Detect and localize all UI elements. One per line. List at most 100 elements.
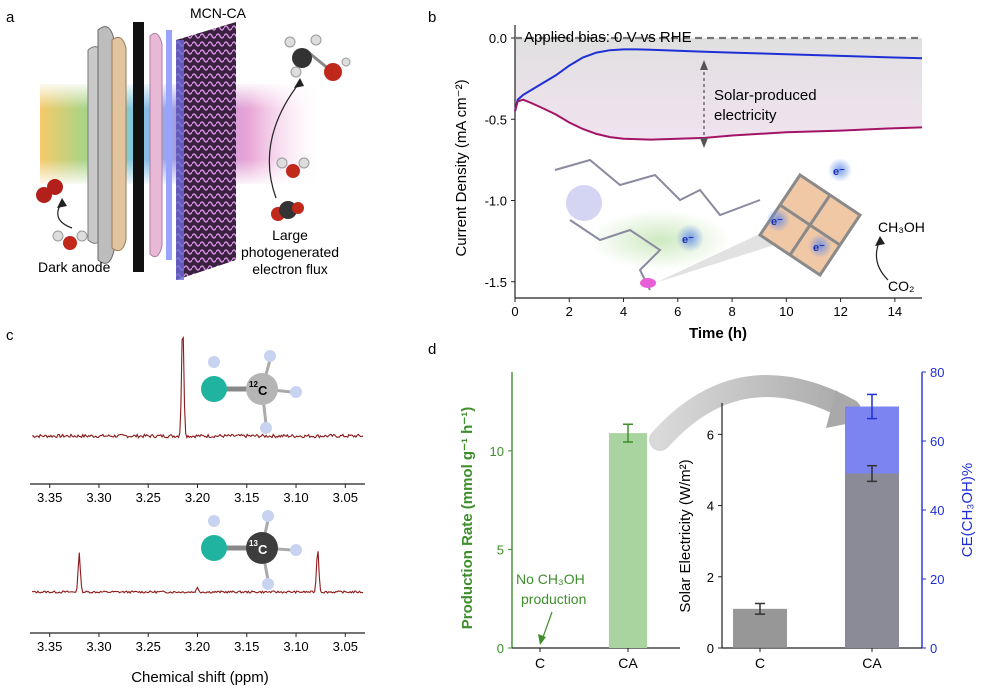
d-main-axes: 0 5 10 C CA	[490, 372, 680, 671]
c-bottom-spectrum	[31, 551, 364, 595]
b-axes: 0 2 4 6 8 10 12 14 0.0 -0.5 -1.0 -1.5	[485, 25, 922, 319]
d-main-bar	[609, 433, 647, 648]
panel-c-letter: c	[6, 327, 14, 344]
d-inset-left-tick-label: 6	[707, 427, 714, 442]
methanol-12c-model: 12 C	[201, 350, 302, 434]
b-x-tick-label: 4	[620, 304, 627, 319]
c-axes: 3.35 3.30 3.25 3.20 3.15 3.10 3.05 3.35 3.30 3.25…	[30, 483, 365, 654]
isotope-12-label: 12	[249, 380, 258, 389]
isotope-12-c-label: C	[258, 383, 268, 398]
water-molecule-left	[52, 230, 88, 250]
panel-c: c 3.35 3.30 3.25 3.20 3.15 3.10 3.053.35 3.30 3.…	[6, 327, 365, 686]
b-x-tick-label: 0	[511, 304, 518, 319]
no-production-arrow	[541, 611, 553, 641]
b-annotation-line1: Solar-produced	[714, 87, 817, 104]
b-x-tick-label: 8	[728, 304, 735, 319]
d-inset-right-tick-label: 60	[930, 434, 944, 449]
no-production-line1: No CH₃OH	[516, 571, 585, 587]
water-molecule-right	[276, 157, 310, 178]
flux-label-line3: electron flux	[252, 261, 327, 277]
electron-label-4: e⁻	[833, 166, 845, 178]
d-inset-right-tick-label: 0	[930, 641, 937, 656]
b-x-tick-label: 14	[888, 304, 902, 319]
d-inset-bars	[733, 393, 899, 648]
b-series-mcn-c	[514, 48, 923, 112]
b-y-tick-label: -1.0	[485, 194, 507, 209]
d-inset-left-tick-label: 4	[707, 499, 714, 514]
d-main-y-tick-label: 0	[497, 641, 504, 656]
c-top-x-tick-label: 3.25	[136, 490, 161, 505]
d-main-y-tick-label: 5	[497, 542, 504, 557]
isotope-13-label: 13	[249, 539, 258, 548]
d-inset-x-tick-label: CA	[862, 655, 882, 671]
c-bottom-x-tick-label: 3.20	[185, 639, 210, 654]
c-top-x-tick-label: 3.35	[37, 490, 62, 505]
no-production-line2: production	[521, 591, 586, 607]
d-inset-left-tick-label: 2	[707, 570, 714, 585]
dark-anode-label: Dark anode	[38, 259, 111, 275]
b-y-tick-label: -0.5	[485, 112, 507, 127]
b-x-tick-label: 6	[674, 304, 681, 319]
d-main-x-tick-label: C	[535, 655, 545, 671]
panel-b: b e⁻ e⁻ e⁻ e⁻ CH₃OH CO₂ 0 2 4 6 8 10 12 140.0-0	[428, 9, 925, 342]
c-top-x-tick-label: 3.30	[86, 490, 111, 505]
solar-electricity-fill	[515, 38, 922, 140]
c-top-spectrum	[31, 336, 364, 439]
panel-a: a MCN-CA	[6, 5, 351, 280]
c-top-x-tick-label: 3.05	[333, 490, 358, 505]
c-series	[31, 336, 364, 595]
d-inset-right-tick-label: 80	[930, 365, 944, 380]
d-inset-right-tick-label: 40	[930, 503, 944, 518]
methanol-product-label: CH₃OH	[878, 219, 925, 235]
d-inset-ylabel: Solar Electricity (W/m²)	[677, 459, 694, 612]
b-series	[514, 36, 923, 141]
mcn-ca-label: MCN-CA	[190, 5, 247, 21]
b-double-arrow	[700, 60, 708, 148]
b-x-tick-label: 2	[566, 304, 573, 319]
d-main-x-tick-label: CA	[618, 655, 638, 671]
panel-d-letter: d	[428, 341, 436, 358]
b-series-mcn-ca	[514, 98, 923, 141]
d-inset-x-tick-label: C	[755, 655, 765, 671]
layer-stack	[87, 22, 172, 272]
flux-label-line2: photogenerated	[241, 244, 339, 260]
b-y-tick-label: -1.5	[485, 275, 507, 290]
electron-label-2: e⁻	[771, 216, 783, 228]
d-main-ylabel: Production Rate (mmol g⁻¹ h⁻¹)	[459, 407, 476, 630]
d-main-y-tick-label: 10	[490, 444, 504, 459]
d-inset-left-tick-label: 0	[707, 641, 714, 656]
co2-molecule	[271, 201, 304, 221]
c-top-x-tick-label: 3.15	[234, 490, 259, 505]
b-x-tick-label: 10	[779, 304, 793, 319]
electron-label-1: e⁻	[682, 234, 694, 246]
c-bottom-x-tick-label: 3.25	[136, 639, 161, 654]
c-bottom-x-tick-label: 3.05	[333, 639, 358, 654]
flux-arrow	[268, 81, 301, 199]
d-inset-solar-bar	[845, 473, 899, 648]
curved-pointer-arrow	[649, 375, 861, 451]
d-inset-right-tick-label: 20	[930, 572, 944, 587]
b-title: Applied bias: 0 V vs RHE	[524, 29, 692, 46]
isotope-13-c-label: C	[258, 542, 268, 557]
b-xlabel: Time (h)	[689, 325, 747, 342]
c-bottom-x-tick-label: 3.35	[37, 639, 62, 654]
o2-molecule	[36, 179, 63, 203]
c-top-x-tick-label: 3.10	[283, 490, 308, 505]
b-x-tick-label: 12	[833, 304, 847, 319]
c-xlabel: Chemical shift (ppm)	[131, 669, 269, 686]
flux-label-line1: Large	[272, 227, 308, 243]
c-bottom-x-tick-label: 3.15	[234, 639, 259, 654]
b-ylabel: Current Density (mA cm⁻²)	[453, 79, 470, 256]
b-y-tick-label: 0.0	[489, 31, 507, 46]
b-inset-illustration: e⁻ e⁻ e⁻ e⁻ CH₃OH CO₂	[554, 158, 925, 294]
methanol-molecule-top	[284, 34, 351, 81]
co2-reactant-label: CO₂	[888, 278, 914, 294]
co2-to-methanol-arrow	[875, 239, 889, 281]
d-right-ylabel: CE(CH₃OH)%	[959, 463, 976, 557]
panel-a-letter: a	[6, 9, 15, 26]
electron-label-3: e⁻	[813, 242, 825, 254]
c-bottom-x-tick-label: 3.30	[86, 639, 111, 654]
d-main-bars	[609, 423, 647, 648]
